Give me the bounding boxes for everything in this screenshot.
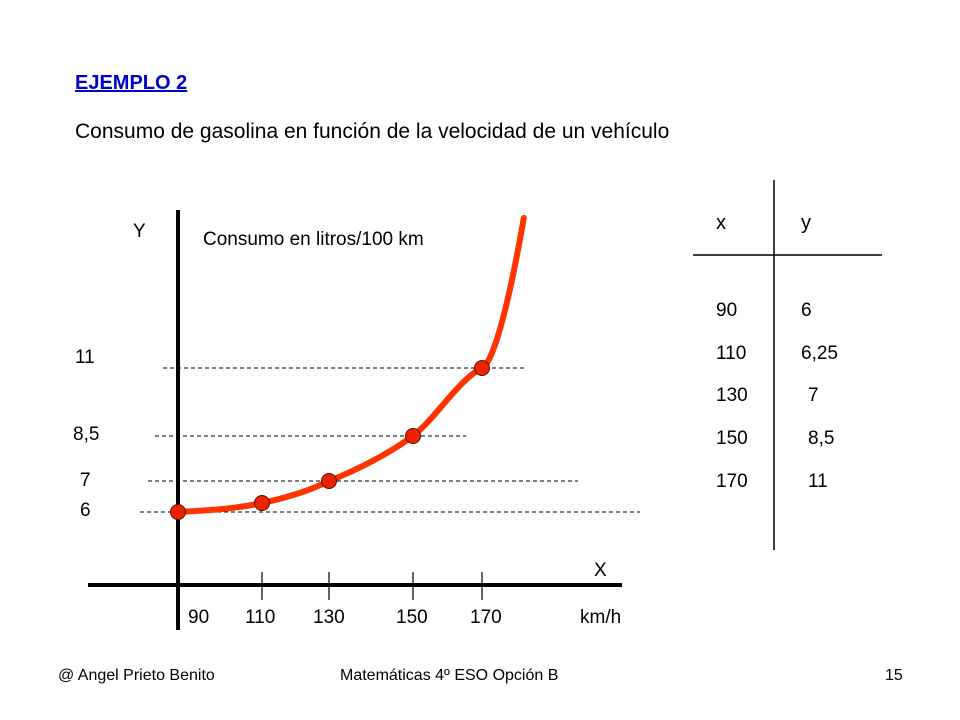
table-cell-x: 170	[716, 471, 748, 492]
x-unit-label: km/h	[580, 607, 621, 628]
footer-page-number: 15	[885, 667, 903, 684]
footer-author: @ Angel Prieto Benito	[58, 667, 215, 684]
y-tick-label: 8,5	[73, 424, 99, 445]
x-tick-label: 150	[396, 607, 428, 628]
data-point	[321, 473, 337, 489]
data-point	[170, 504, 186, 520]
table-cell-y: 11	[808, 471, 828, 492]
table-cell-y: 8,5	[808, 428, 835, 449]
data-points	[170, 360, 490, 520]
table-cell-x: 110	[716, 343, 747, 364]
y-axis-label: Y	[133, 221, 146, 242]
y-tick-label: 11	[75, 347, 95, 368]
x-tick-label: 110	[245, 607, 275, 628]
x-tick-marks	[261, 572, 483, 600]
table-header-x: x	[716, 212, 726, 234]
table-cell-y: 6,25	[801, 343, 838, 364]
table-cell-x: 130	[716, 385, 748, 406]
x-axis-label: X	[594, 560, 607, 581]
table-cell-y: 7	[808, 385, 819, 406]
table-cell-y: 6	[801, 300, 812, 321]
x-tick-labels: 90 110 130 150 170	[188, 607, 502, 628]
consumption-curve	[175, 215, 527, 515]
y-tick-labels: 6 7 8,5 11	[73, 347, 99, 521]
footer-course: Matemáticas 4º ESO Opción B	[340, 667, 559, 684]
chart-title: Consumo en litros/100 km	[203, 229, 424, 250]
table-cell-x: 90	[716, 300, 738, 321]
x-tick-label: 130	[313, 607, 345, 628]
x-tick-label: 170	[470, 607, 502, 628]
data-point	[254, 495, 270, 511]
y-tick-label: 7	[80, 470, 91, 491]
table-header-y: y	[801, 212, 811, 234]
y-tick-label: 6	[80, 500, 91, 521]
x-tick-label: 90	[188, 607, 209, 628]
example-heading: EJEMPLO 2	[75, 72, 188, 94]
table-cell-x: 150	[716, 428, 748, 449]
guide-lines	[140, 367, 640, 513]
data-point	[405, 428, 421, 444]
data-point	[474, 360, 490, 376]
value-table: x y 90 6 110 6,25 130 7 150 8,5 170 11	[690, 180, 885, 550]
slide-title: Consumo de gasolina en función de la vel…	[75, 120, 670, 143]
